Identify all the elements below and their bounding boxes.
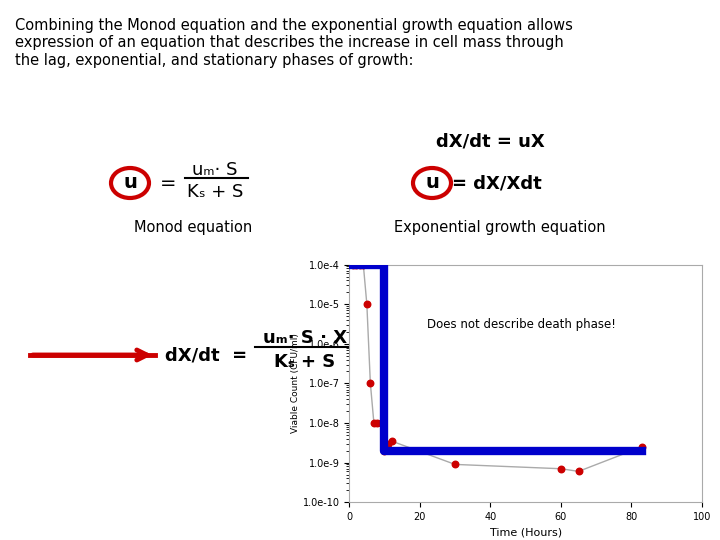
Text: u: u: [425, 173, 439, 192]
Point: [358, 260, 369, 269]
Point: [386, 437, 397, 445]
Point: [573, 467, 585, 476]
Text: = dX/Xdt: = dX/Xdt: [452, 174, 541, 192]
Text: dX/dt  =: dX/dt =: [165, 346, 247, 364]
Point: [372, 418, 383, 427]
Point: [449, 460, 461, 469]
Point: [354, 260, 366, 269]
X-axis label: Time (Hours): Time (Hours): [490, 528, 562, 537]
Text: u: u: [123, 173, 137, 192]
Point: [379, 447, 390, 455]
Text: Does not describe death phase!: Does not describe death phase!: [427, 319, 616, 332]
Point: [347, 260, 359, 269]
Text: Kₛ + S: Kₛ + S: [274, 353, 336, 371]
Text: Kₛ + S: Kₛ + S: [186, 183, 243, 201]
Text: dX/dt = uX: dX/dt = uX: [436, 133, 544, 151]
Point: [555, 464, 567, 473]
Text: Exponential growth equation: Exponential growth equation: [394, 220, 606, 235]
Point: [375, 418, 387, 427]
Text: =: =: [160, 173, 176, 192]
Point: [382, 440, 394, 448]
Text: uₘ· S · X: uₘ· S · X: [263, 329, 347, 347]
Text: uₘ· S: uₘ· S: [192, 161, 238, 179]
Point: [636, 442, 648, 451]
Point: [361, 300, 373, 308]
Y-axis label: Viable Count (CFU/ml): Viable Count (CFU/ml): [291, 334, 300, 433]
Text: Combining the Monod equation and the exponential growth equation allows
expressi: Combining the Monod equation and the exp…: [15, 18, 573, 68]
Point: [368, 418, 379, 427]
Point: [351, 260, 362, 269]
Text: Monod equation: Monod equation: [134, 220, 252, 235]
Point: [364, 379, 376, 388]
